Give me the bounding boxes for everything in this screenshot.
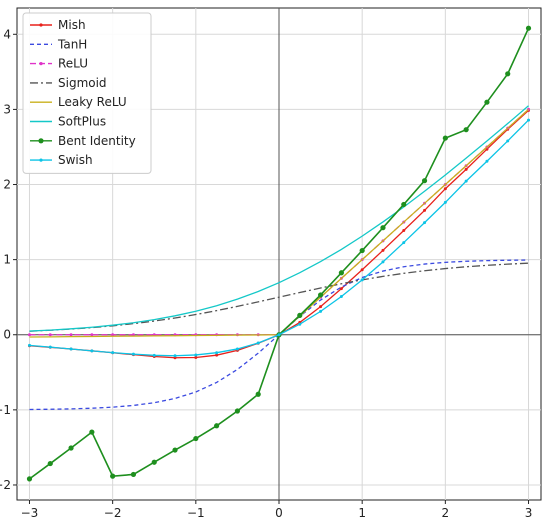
data-point-swish (298, 322, 302, 326)
data-point-swish (527, 118, 531, 122)
data-point-bent-identity (525, 25, 532, 31)
data-point-relu (27, 333, 31, 337)
data-point-swish (402, 241, 406, 245)
data-point-bent-identity (68, 445, 74, 451)
data-point-bent-identity (505, 71, 511, 77)
data-point-bent-identity (421, 178, 428, 184)
legend-label-bent-identity: Bent Identity (58, 134, 136, 148)
data-point-relu (48, 333, 52, 337)
data-point-swish (69, 347, 73, 351)
data-point-swish (319, 309, 323, 313)
data-point-swish (443, 200, 447, 204)
y-tick-label: 0 (3, 328, 11, 342)
data-point-swish (194, 353, 198, 357)
x-tick-label: −1 (187, 506, 205, 520)
data-point-mish (423, 208, 427, 212)
y-tick-label: −1 (0, 403, 11, 417)
data-point-mish (215, 353, 219, 357)
data-point-bent-identity (151, 459, 157, 465)
data-point-bent-identity (255, 391, 261, 397)
legend-label-swish: Swish (58, 153, 93, 167)
data-point-mish (443, 187, 447, 191)
legend-marker-swish (39, 158, 43, 162)
legend-box (22, 12, 152, 174)
data-point-swish (173, 354, 177, 358)
x-tick-label: −2 (104, 506, 122, 520)
data-point-swish (464, 179, 468, 183)
data-point-bent-identity (317, 292, 324, 298)
data-point-bent-identity (26, 476, 33, 482)
y-tick-label: 4 (3, 27, 11, 41)
data-point-bent-identity (463, 127, 469, 133)
data-point-swish (90, 349, 94, 353)
legend-label-mish: Mish (58, 18, 86, 32)
data-point-bent-identity (172, 447, 178, 453)
legend-marker-relu (39, 62, 43, 66)
data-point-mish (339, 287, 343, 291)
data-point-bent-identity (338, 270, 344, 276)
data-point-swish (48, 345, 52, 349)
x-tick-label: 0 (275, 506, 283, 520)
data-point-swish (235, 347, 239, 351)
data-point-bent-identity (110, 473, 116, 479)
data-point-bent-identity (193, 435, 199, 442)
data-point-swish (27, 343, 31, 347)
legend-marker-bent-identity (38, 138, 44, 144)
y-tick-label: 1 (3, 253, 11, 267)
data-point-swish (485, 159, 489, 163)
legend-label-softplus: SoftPlus (58, 115, 106, 129)
y-tick-label: 3 (3, 102, 11, 116)
legend-label-tanh: TanH (57, 37, 87, 51)
y-tick-label: −2 (0, 478, 11, 492)
data-point-swish (339, 295, 343, 299)
data-point-bent-identity (484, 99, 490, 105)
legend-label-sigmoid: Sigmoid (58, 76, 107, 90)
data-point-bent-identity (47, 460, 53, 467)
data-point-bent-identity (89, 429, 95, 435)
data-point-swish (423, 221, 427, 225)
x-tick-label: 2 (442, 506, 450, 520)
legend-label-relu: ReLU (58, 57, 88, 71)
legend-marker-mish (39, 23, 43, 27)
y-tick-label: 2 (3, 178, 11, 192)
data-point-mish (381, 248, 385, 252)
data-point-swish (256, 341, 260, 345)
data-point-mish (360, 268, 364, 272)
series-line-softplus (29, 105, 529, 332)
x-tick-label: 3 (525, 506, 533, 520)
data-point-swish (111, 351, 115, 355)
data-point-swish (506, 139, 510, 143)
data-point-swish (277, 333, 281, 337)
data-point-bent-identity (214, 423, 220, 429)
data-point-bent-identity (130, 471, 137, 478)
data-point-bent-identity (442, 135, 448, 141)
data-point-bent-identity (234, 408, 241, 414)
data-point-bent-identity (401, 201, 407, 208)
data-point-bent-identity (380, 225, 386, 231)
data-point-swish (360, 278, 364, 282)
data-point-mish (402, 228, 406, 232)
tick-labels: −3 −2 −1 0 1 2 3 −2 −1 0 1 2 3 4 (0, 27, 532, 520)
data-point-swish (215, 351, 219, 355)
data-point-swish (131, 352, 135, 356)
data-point-bent-identity (359, 247, 365, 254)
data-point-relu (111, 333, 115, 337)
data-point-relu (69, 333, 73, 337)
legend-label-leaky-relu: Leaky ReLU (58, 95, 127, 109)
x-tick-label: 1 (358, 506, 366, 520)
data-point-swish (152, 353, 156, 357)
x-tick-label: −3 (21, 506, 39, 520)
data-point-mish (464, 167, 468, 171)
series-group (26, 25, 532, 482)
data-point-swish (381, 260, 385, 264)
data-point-relu (90, 333, 94, 337)
legend: Mish TanH ReLU Sigmoid Leaky ReLU SoftPlus Ben… (22, 12, 152, 174)
data-point-mish (319, 305, 323, 309)
data-point-bent-identity (297, 312, 303, 318)
data-point-mish (194, 356, 198, 360)
